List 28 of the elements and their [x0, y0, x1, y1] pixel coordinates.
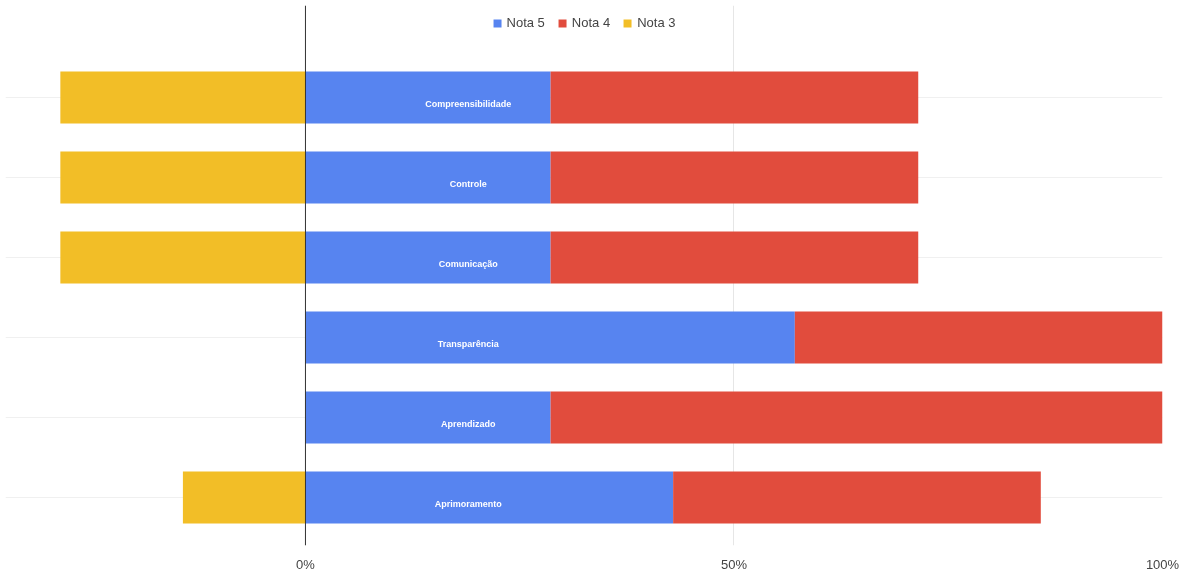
- bar: [550, 231, 919, 284]
- bar: [305, 471, 674, 524]
- bar: [60, 71, 306, 124]
- legend-label: Nota 5: [506, 15, 545, 30]
- y-tick-label: Compreensibilidade: [425, 98, 512, 109]
- bar: [182, 471, 306, 524]
- legend-label: Nota 3: [637, 15, 676, 30]
- bar: [305, 71, 551, 124]
- x-tick-label: 0%: [296, 556, 316, 572]
- bar: [60, 151, 306, 204]
- bar: [673, 471, 1041, 524]
- y-tick-label: Aprimoramento: [434, 498, 503, 509]
- bar: [305, 391, 551, 444]
- x-tick-label: 100%: [1145, 556, 1180, 572]
- y-tick-label: Aprendizado: [441, 418, 497, 429]
- bar: [550, 151, 919, 204]
- legend-label: Nota 4: [571, 15, 611, 30]
- y-tick-label: Transparência: [437, 338, 500, 349]
- bar: [794, 311, 1163, 364]
- x-tick-label: 50%: [720, 556, 748, 572]
- y-tick-label: Controle: [449, 178, 487, 189]
- bar: [305, 151, 551, 204]
- bar: [305, 231, 551, 284]
- bar: [60, 231, 306, 284]
- bar: [305, 311, 795, 364]
- y-tick-label: Comunicação: [438, 258, 499, 269]
- bar: [550, 391, 1163, 444]
- bar: [550, 71, 919, 124]
